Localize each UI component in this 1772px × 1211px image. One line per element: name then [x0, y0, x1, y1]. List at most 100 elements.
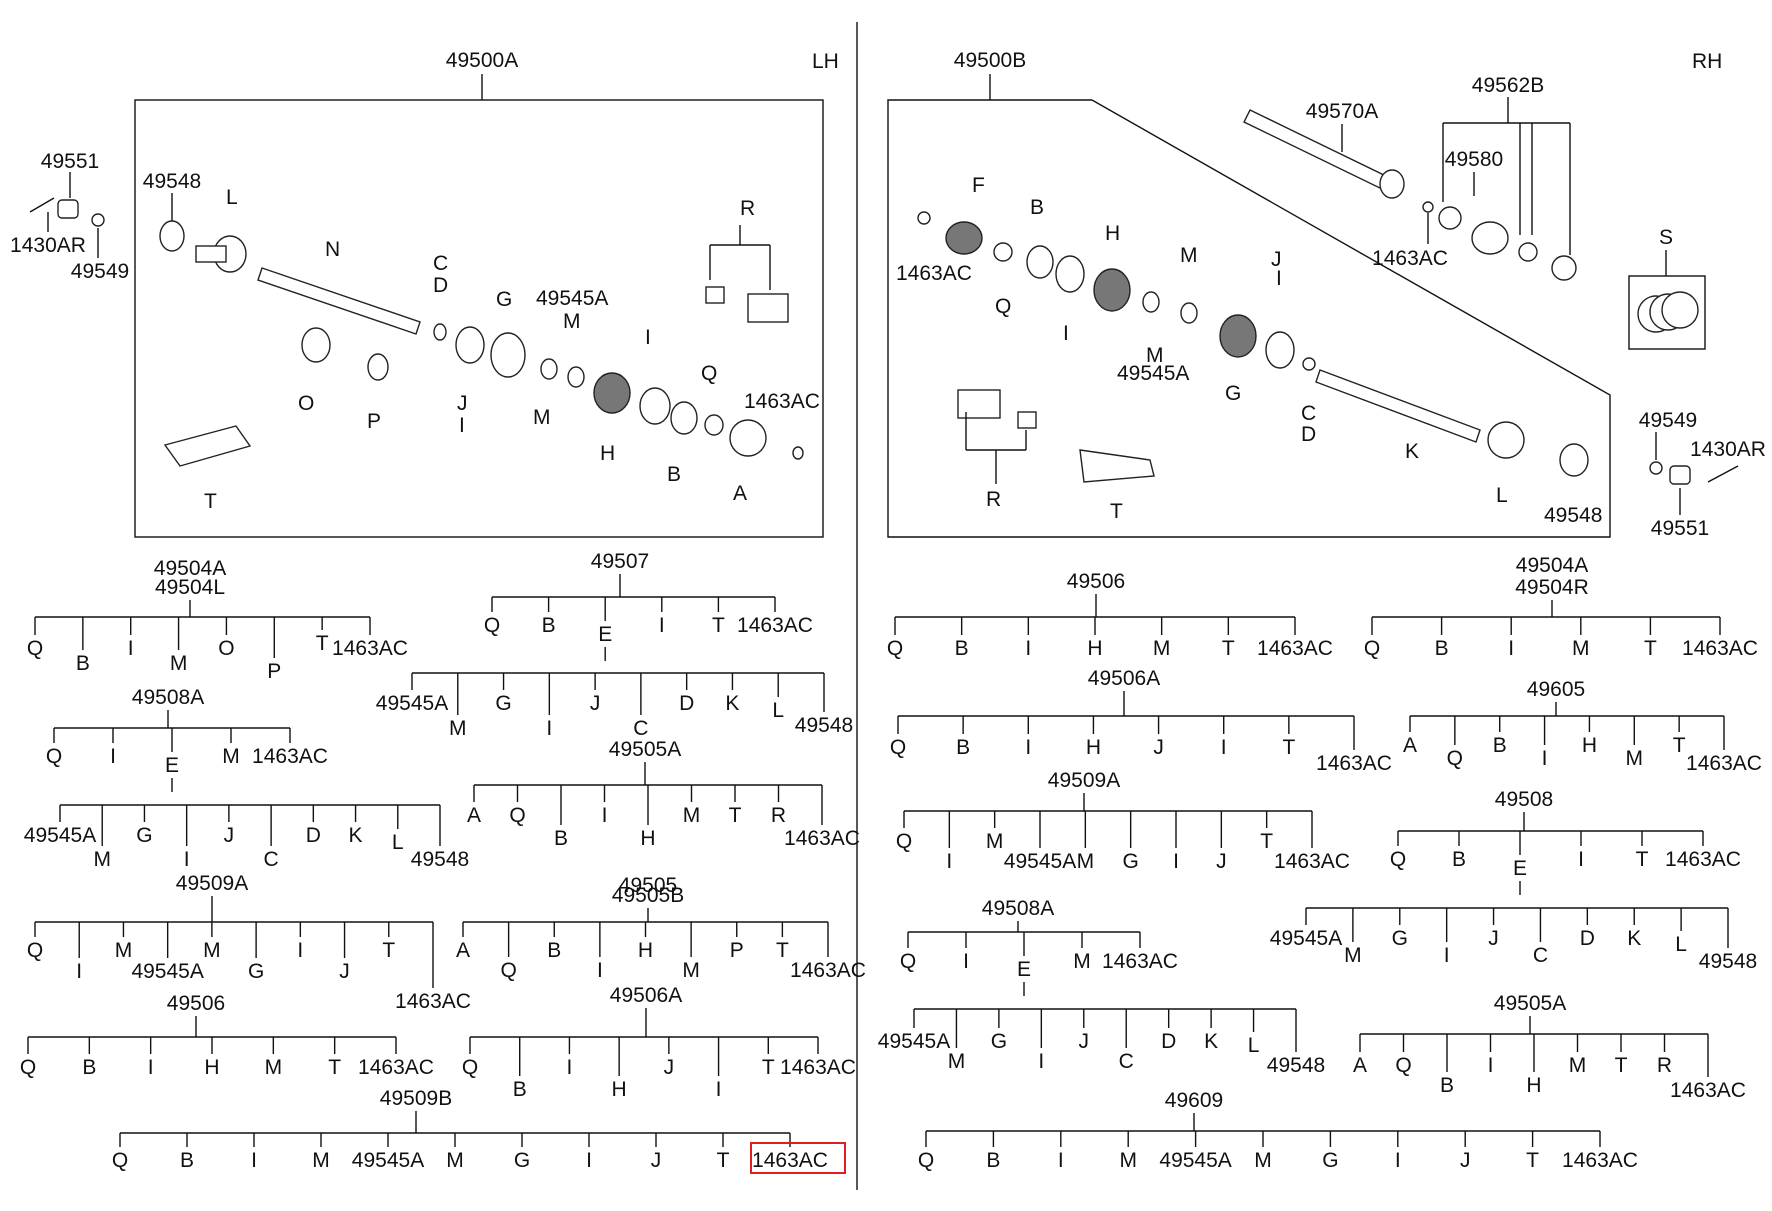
inner-joint-f-icon [945, 221, 983, 255]
highlighted-part-box[interactable] [750, 1142, 846, 1174]
lh_49504-subtitle: 49504L [155, 576, 225, 599]
dust-ring-49548-icon [1559, 443, 1589, 477]
part-label-1430ar-rh: 1430AR [1690, 438, 1766, 461]
lh-callout: D [433, 274, 448, 297]
lh-assembly-number: 49500A [446, 49, 518, 72]
lh_49506a-title: 49506A [610, 984, 682, 1007]
lh_49509b-item: J [651, 1149, 662, 1172]
lh_49507-item: I [659, 614, 665, 637]
rh_49508_e-item: L [1675, 933, 1687, 956]
rh-callout: I [1063, 322, 1069, 345]
lh_49509a-item: M [115, 939, 133, 962]
rh-callouts: F B H M J I 1463AC Q I M 49545A G C D R … [896, 174, 1602, 527]
clamp-m-icon [540, 358, 558, 380]
bracket-icon [1471, 221, 1509, 255]
clamp-m2-rh-icon [1180, 302, 1198, 324]
lh_49505-item: H [638, 939, 653, 962]
rh-callout: M [1180, 244, 1198, 267]
lh_49506a-item: J [664, 1056, 675, 1079]
rh_49504-title: 49504A [1516, 554, 1588, 577]
part-label-49549-rh: 49549 [1639, 409, 1697, 432]
lh_49507_e-item: G [495, 692, 511, 715]
ring-b-rh-icon [1026, 245, 1054, 279]
rh_49506-item: B [955, 637, 969, 660]
lh-assembly-frame: 49500A [134, 49, 824, 538]
lh_49506-item: M [265, 1056, 283, 1079]
snap-ring-icon [1422, 201, 1434, 213]
rh_49506-item: M [1153, 637, 1171, 660]
band-j-rh-icon [1265, 331, 1295, 369]
kit-s-group: S [1628, 226, 1706, 350]
lh-shaft-icon [257, 267, 421, 335]
lh_49509b-item: I [586, 1149, 592, 1172]
rh-outside-parts: 49549 1430AR 49551 [1639, 409, 1766, 540]
band-j-icon [455, 326, 485, 364]
ring-q-rh-icon [993, 242, 1013, 262]
lh_49509b-item: 49545A [352, 1149, 424, 1172]
rh_49609-item: Q [918, 1149, 934, 1172]
ring-b-icon [670, 401, 698, 435]
washer-icon [91, 213, 105, 227]
lh_49508a_e-item: J [224, 824, 235, 847]
lh_49505a-item: R [771, 804, 786, 827]
spider-r-icon [705, 286, 725, 304]
lh_49509b-item: G [514, 1149, 530, 1172]
lh-callout: J [457, 392, 468, 415]
spider-r-rh-icon [1017, 411, 1037, 429]
lh_49505-item: B [547, 939, 561, 962]
rh_49508-item: I [1578, 848, 1584, 871]
rh_49504-subtitle: 49504R [1515, 576, 1589, 599]
lh_49508a_e-item: 49545A [24, 824, 96, 847]
rh_49506a-item: T [1282, 736, 1295, 759]
rh_49609-item: T [1526, 1149, 1539, 1172]
rh_49508a_e-item: I [1038, 1050, 1044, 1073]
rh-callout: L [1496, 484, 1508, 507]
bearing-o-icon [301, 327, 331, 363]
lh-exploded-view [163, 235, 804, 467]
lh_49508a_e-item: K [349, 824, 363, 847]
rh_49508a-item: M [1073, 950, 1091, 973]
lh_49505a-item: B [554, 827, 568, 850]
lh-callout: R [740, 197, 755, 220]
lh_49506-item: T [328, 1056, 341, 1079]
lh_49507_e-item: D [679, 692, 694, 715]
rh_49508-branch-e: E [1513, 857, 1527, 880]
lh_49508a_e-item: D [306, 824, 321, 847]
boot-g-icon [490, 332, 526, 378]
cotter-pin-icon [29, 197, 55, 213]
rh_49506a-title: 49506A [1088, 667, 1160, 690]
lh-callout: P [367, 410, 381, 433]
lh-callout: N [325, 238, 340, 261]
lh-callout: C [433, 252, 448, 275]
lh_49507-item: B [542, 614, 556, 637]
lh_49508a-item: I [110, 745, 116, 768]
rh_49504-item: Q [1364, 637, 1380, 660]
grease-tube-icon [163, 425, 252, 467]
lh-callout: A [733, 482, 747, 505]
lh_49504-item: P [267, 660, 281, 683]
rh_49505a-item: I [1488, 1054, 1494, 1077]
rh_49508_e-item: C [1533, 944, 1548, 967]
lh_49506a-item: I [567, 1056, 573, 1079]
lh_49509b-item: B [180, 1149, 194, 1172]
lh_49508a_e-item: 49548 [411, 848, 469, 871]
lh-callout: 49545A [536, 287, 608, 310]
rh_49506-item: Q [887, 637, 903, 660]
rh-assembly-frame: 49500B [887, 49, 1611, 538]
rh_49609-item: 49545A [1159, 1149, 1231, 1172]
lh_49507_e-item: C [633, 717, 648, 740]
lh_49507_e-item: I [546, 717, 552, 740]
seal-icon [1438, 206, 1462, 230]
inner-joint-a-icon [729, 419, 767, 457]
washer-icon [1649, 461, 1663, 475]
lh_49509a-title: 49509A [176, 872, 248, 895]
tripod-r-icon [747, 293, 789, 323]
part-label-1430ar: 1430AR [10, 234, 86, 257]
lh_49504-item: O [218, 637, 234, 660]
lh_49505-item: P [730, 939, 744, 962]
rh_49508a_e-item: K [1204, 1030, 1218, 1053]
lh_49507-item: 1463AC [737, 614, 813, 637]
lh_49505-item: A [456, 939, 470, 962]
